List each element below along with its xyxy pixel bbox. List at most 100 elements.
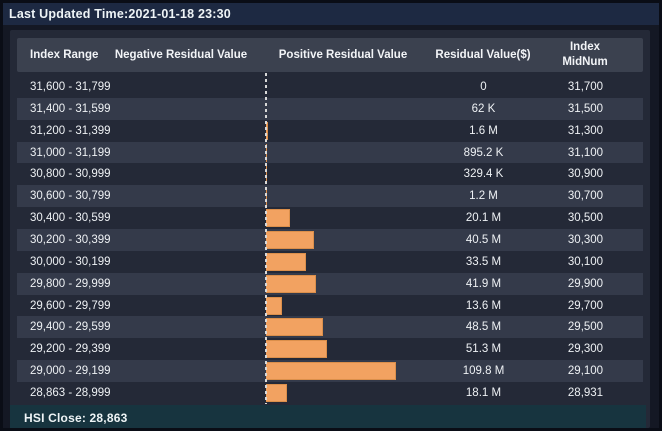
column-header-negative-residual: Negative Residual Value: [114, 49, 248, 61]
residual-value-cell: 329.4 K: [463, 168, 504, 181]
positive-residual-bar: [266, 318, 323, 337]
table-row: 30,400 - 30,599 20.1 M 30,500: [17, 207, 643, 229]
negative-residual-cell: [135, 185, 266, 207]
positive-residual-bar: [266, 296, 282, 315]
zero-baseline-dashed-line: [265, 73, 267, 404]
negative-residual-cell: [135, 360, 266, 382]
negative-residual-cell: [135, 76, 266, 98]
table-row: 30,200 - 30,399 40.5 M 30,300: [17, 229, 643, 251]
index-range-cell: 29,400 - 29,599: [30, 321, 111, 334]
last-updated-text: Last Updated Time:2021-01-18 23:30: [9, 7, 231, 21]
index-midnum-cell: 29,900: [567, 277, 604, 290]
residual-value-cell: 62 K: [471, 102, 496, 115]
index-midnum-cell: 30,100: [567, 255, 604, 268]
index-midnum-cell: 31,100: [567, 146, 604, 159]
residual-value-cell: 48.5 M: [465, 321, 502, 334]
negative-residual-cell: [135, 120, 266, 142]
residual-value-cell: 895.2 K: [463, 146, 504, 159]
positive-residual-bar: [266, 252, 306, 271]
positive-residual-cell: [266, 251, 421, 273]
table-row: 29,400 - 29,599 48.5 M 29,500: [17, 316, 643, 339]
negative-residual-cell: [135, 295, 266, 317]
positive-residual-bar: [266, 383, 287, 402]
positive-residual-bar: [266, 362, 396, 381]
index-range-cell: 30,600 - 30,799: [30, 190, 111, 203]
index-midnum-cell: 31,500: [567, 102, 604, 115]
table-row: 28,863 - 28,999 18.1 M 28,931: [17, 382, 643, 404]
positive-residual-cell: [266, 360, 421, 382]
positive-residual-cell: [266, 382, 421, 404]
positive-residual-cell: [266, 98, 421, 120]
residual-value-cell: 13.6 M: [465, 299, 502, 312]
residual-value-cell: 0: [480, 80, 487, 93]
positive-residual-cell: [266, 229, 421, 251]
index-midnum-cell: 31,300: [567, 124, 604, 137]
positive-residual-cell: [266, 295, 421, 317]
negative-residual-cell: [135, 382, 266, 404]
negative-residual-cell: [135, 98, 266, 120]
column-header-index-midnum: Index MidNum: [562, 41, 608, 68]
hsi-close-text: HSI Close: 28,863: [24, 411, 128, 425]
table-row: 29,600 - 29,799 13.6 M 29,700: [17, 295, 643, 317]
negative-residual-cell: [135, 251, 266, 273]
residual-value-cell: 1.2 M: [469, 190, 498, 203]
residual-value-cell: 41.9 M: [465, 277, 502, 290]
index-range-cell: 28,863 - 28,999: [30, 386, 111, 399]
table-header-row: Index Range Negative Residual Value Posi…: [17, 38, 643, 72]
index-range-cell: 30,000 - 30,199: [30, 255, 111, 268]
positive-residual-cell: [266, 207, 421, 229]
positive-residual-cell: [266, 76, 421, 98]
residual-table-panel: Index Range Negative Residual Value Posi…: [10, 30, 650, 428]
table-row: 30,000 - 30,199 33.5 M 30,100: [17, 251, 643, 273]
positive-residual-bar: [266, 274, 316, 293]
column-header-positive-residual: Positive Residual Value: [278, 49, 408, 61]
positive-residual-cell: [266, 142, 421, 164]
negative-residual-cell: [135, 338, 266, 360]
index-midnum-cell: 28,931: [567, 386, 604, 399]
index-midnum-cell: 29,500: [567, 321, 604, 334]
positive-residual-bar: [266, 209, 290, 228]
positive-residual-cell: [266, 316, 421, 338]
positive-residual-bar: [266, 230, 314, 249]
index-range-cell: 29,200 - 29,399: [30, 343, 111, 356]
positive-residual-cell: [266, 338, 421, 360]
table-row: 31,000 - 31,199 895.2 K 31,100: [17, 141, 643, 164]
title-bar: Last Updated Time:2021-01-18 23:30: [3, 3, 659, 25]
index-midnum-cell: 30,900: [567, 168, 604, 181]
negative-residual-cell: [135, 229, 266, 251]
index-range-cell: 29,000 - 29,199: [30, 365, 111, 378]
negative-residual-cell: [135, 207, 266, 229]
table-row: 29,000 - 29,199 109.8 M 29,100: [17, 360, 643, 383]
index-range-cell: 29,600 - 29,799: [30, 299, 111, 312]
positive-residual-bar: [266, 340, 327, 359]
negative-residual-cell: [135, 273, 266, 295]
index-range-cell: 29,800 - 29,999: [30, 277, 111, 290]
index-range-cell: 31,600 - 31,799: [30, 80, 111, 93]
negative-residual-cell: [135, 316, 266, 338]
residual-value-cell: 33.5 M: [465, 255, 502, 268]
table-row: 30,800 - 30,999 329.4 K 30,900: [17, 163, 643, 185]
positive-residual-cell: [266, 120, 421, 142]
index-range-cell: 30,200 - 30,399: [30, 233, 111, 246]
table-body: 31,600 - 31,799 0 31,700 31,400 - 31,599…: [17, 73, 643, 404]
index-midnum-cell: 29,700: [567, 299, 604, 312]
positive-residual-bar: [266, 121, 268, 140]
positive-residual-cell: [266, 273, 421, 295]
index-midnum-cell: 30,700: [567, 190, 604, 203]
negative-residual-cell: [135, 142, 266, 164]
table-row: 30,600 - 30,799 1.2 M 30,700: [17, 185, 643, 208]
table-row: 29,800 - 29,999 41.9 M 29,900: [17, 272, 643, 295]
residual-value-cell: 20.1 M: [465, 212, 502, 225]
hsi-close-bar: HSI Close: 28,863: [10, 405, 646, 428]
negative-residual-cell: [135, 163, 266, 185]
positive-residual-cell: [266, 163, 421, 185]
index-midnum-cell: 30,500: [567, 212, 604, 225]
index-range-cell: 30,800 - 30,999: [30, 168, 111, 181]
residual-value-cell: 51.3 M: [465, 343, 502, 356]
index-midnum-cell: 31,700: [567, 80, 604, 93]
index-range-cell: 30,400 - 30,599: [30, 212, 111, 225]
residual-value-cell: 18.1 M: [465, 386, 502, 399]
index-range-cell: 31,400 - 31,599: [30, 102, 111, 115]
table-row: 31,600 - 31,799 0 31,700: [17, 76, 643, 98]
